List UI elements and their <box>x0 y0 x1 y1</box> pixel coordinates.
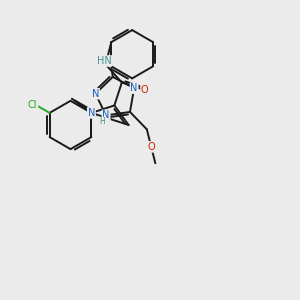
Text: O: O <box>147 142 155 152</box>
Text: N: N <box>102 110 110 120</box>
Text: H: H <box>99 117 104 126</box>
Text: N: N <box>88 108 95 118</box>
Text: O: O <box>141 85 148 95</box>
Text: HN: HN <box>97 56 112 66</box>
Text: N: N <box>130 83 138 93</box>
Text: Cl: Cl <box>27 100 37 110</box>
Text: Cl: Cl <box>28 100 38 110</box>
Text: N: N <box>92 89 99 99</box>
